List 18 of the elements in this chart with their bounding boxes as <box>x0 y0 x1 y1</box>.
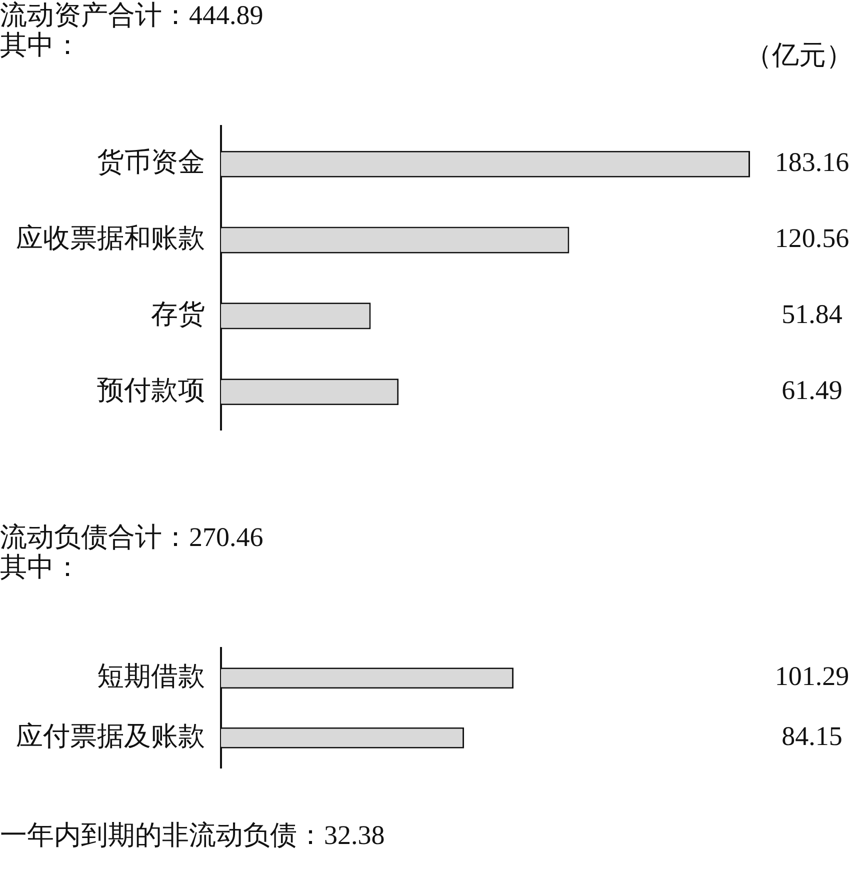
data-label: 61.49 <box>782 374 842 405</box>
chart-subtitle: 其中： <box>0 30 81 60</box>
data-label: 183.16 <box>774 147 850 178</box>
y-tick-label: 应付票据及账款 <box>16 720 205 751</box>
data-label: 51.84 <box>782 299 843 330</box>
chart-title: 流动资产合计：444.89 <box>0 0 264 30</box>
y-tick-label: 应收票据和账款 <box>16 223 205 254</box>
text: 一年内到期的非流动负债：32.38 <box>0 820 385 850</box>
text: （亿元） <box>745 40 853 70</box>
chart-subtitle: 其中： <box>0 552 81 582</box>
chart-title: 流动负债合计：270.46 <box>0 522 264 552</box>
y-tick-label: 短期借款 <box>97 661 205 692</box>
y-tick-label: 货币资金 <box>97 147 205 178</box>
data-label: 101.29 <box>774 661 850 692</box>
y-tick-label: 预付款项 <box>97 374 205 405</box>
data-label: 120.56 <box>774 223 850 254</box>
y-tick-label: 存货 <box>151 299 205 330</box>
data-label: 84.15 <box>782 720 842 751</box>
